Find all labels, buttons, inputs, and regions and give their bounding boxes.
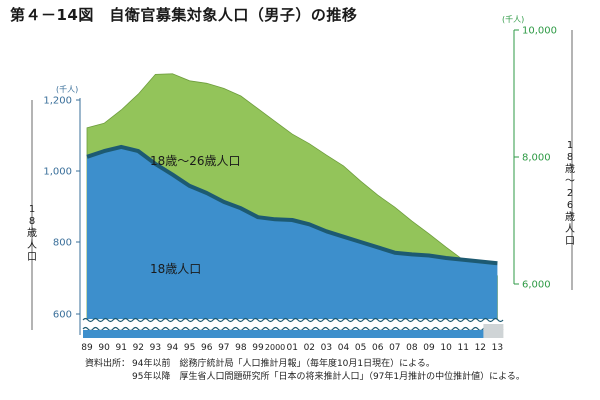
series-label-18-26: 18歳～26歳人口 <box>150 154 241 168</box>
x-tick-label: 01 <box>286 343 297 353</box>
area-layer <box>86 73 498 331</box>
x-tick-label: 92 <box>133 343 144 353</box>
x-tick-label: 96 <box>201 343 213 353</box>
x-tick-label: 12 <box>475 343 486 353</box>
series-label-18: 18歳人口 <box>150 262 201 276</box>
source-line-1: 94年以前 総務庁統計局「人口推計月報」（毎年度10月1日現在）による。 <box>132 359 435 369</box>
x-tick-label: 99 <box>252 343 264 353</box>
right-axis: 6,000 8,000 10,000 (千人) <box>502 14 573 291</box>
x-tick-label: 06 <box>372 343 384 353</box>
series-line-18 <box>86 144 498 266</box>
x-tick-label: 94 <box>167 343 179 353</box>
x-tick-label: 07 <box>389 343 400 353</box>
x-tick-label: 11 <box>457 343 468 353</box>
x-tick-label: 97 <box>218 343 229 353</box>
left-axis-tick-label: 1,000 <box>43 167 72 178</box>
axis-break-band <box>83 319 502 330</box>
axis-break-layer <box>82 317 504 338</box>
x-tick-label: 93 <box>150 343 161 353</box>
axis-break-wave-bottom <box>82 326 504 332</box>
left-axis-unit: (千人) <box>56 84 78 94</box>
right-axis-tick-label: 6,000 <box>522 280 551 291</box>
left-axis-tick-label: 600 <box>53 310 72 321</box>
x-tick-label: 89 <box>81 343 93 353</box>
x-axis: 89 90 91 92 93 94 95 96 97 98 99 2000 01 02 03 04 05 06 07… <box>81 343 503 353</box>
axis-break-wave-top <box>82 317 504 323</box>
source-line-2: 95年以降 厚生省人口問題研究所「日本の将来推計人口」（97年1月推計の中位推計… <box>132 372 525 382</box>
x-tick-label: 03 <box>321 343 332 353</box>
baseline-band <box>83 330 502 338</box>
left-axis-tick-label: 800 <box>53 238 72 249</box>
right-axis-label: 18歳～26歳人口 <box>565 140 575 247</box>
x-tick-label: 90 <box>98 343 110 353</box>
left-axis: 600 800 1,000 1,200 (千人) <box>31 84 81 335</box>
x-tick-label: 98 <box>235 343 247 353</box>
x-tick-label: 95 <box>184 343 195 353</box>
x-tick-label: 13 <box>492 343 503 353</box>
x-tick-label: 08 <box>406 343 418 353</box>
left-axis-tick-label: 1,200 <box>43 96 72 107</box>
right-axis-unit: (千人) <box>502 14 524 24</box>
series-area-18 <box>87 146 498 330</box>
x-tick-label: 02 <box>304 343 315 353</box>
baseline-band-end <box>483 324 504 338</box>
left-axis-label: 18歳人口 <box>27 204 37 263</box>
x-tick-label: 10 <box>440 343 452 353</box>
x-tick-label: 2000 <box>265 343 285 352</box>
right-axis-tick-label: 8,000 <box>522 153 551 164</box>
series-label-layer: 18歳～26歳人口 18歳人口 <box>150 154 241 276</box>
source-heading: 資料出所： <box>85 359 131 369</box>
right-axis-tick-label: 10,000 <box>522 26 557 37</box>
x-tick-label: 04 <box>338 343 350 353</box>
figure-title: 第４－14図 自衛官募集対象人口（男子）の推移 <box>10 6 358 24</box>
x-tick-label: 05 <box>355 343 366 353</box>
x-tick-label: 91 <box>115 343 126 353</box>
x-tick-label: 09 <box>423 343 435 353</box>
